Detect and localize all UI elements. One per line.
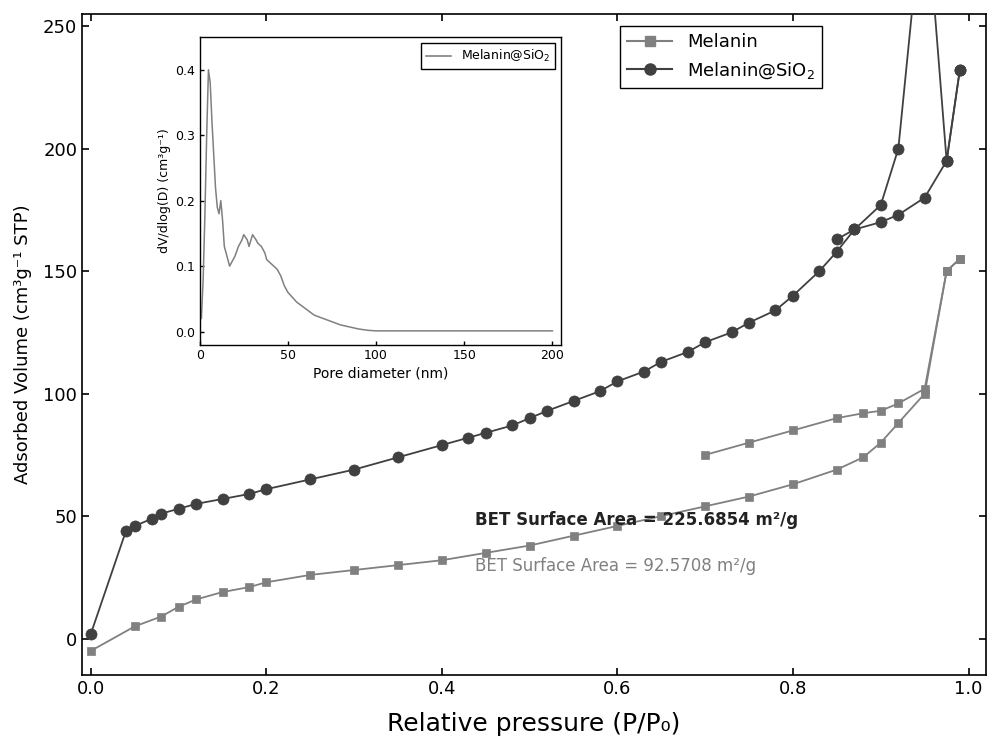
Text: BET Surface Area = 225.6854 m²/g: BET Surface Area = 225.6854 m²/g [475, 511, 798, 529]
Text: BET Surface Area = 92.5708 m²/g: BET Surface Area = 92.5708 m²/g [475, 557, 756, 575]
X-axis label: Relative pressure (P/P₀): Relative pressure (P/P₀) [387, 712, 681, 736]
Legend: Melanin, Melanin@SiO$_2$: Melanin, Melanin@SiO$_2$ [620, 26, 822, 88]
Y-axis label: Adsorbed Volume (cm³g⁻¹ STP): Adsorbed Volume (cm³g⁻¹ STP) [14, 205, 32, 484]
